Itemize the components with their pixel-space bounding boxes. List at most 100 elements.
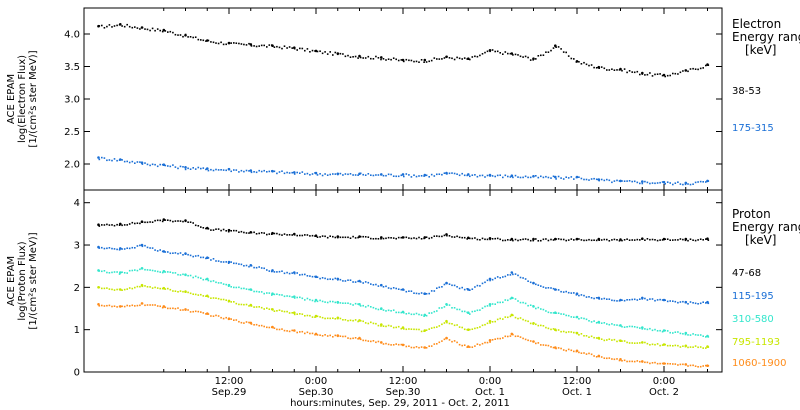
data-point (167, 251, 169, 253)
data-point (283, 272, 286, 275)
data-point (210, 168, 212, 171)
data-point (306, 297, 309, 300)
data-point (423, 292, 427, 296)
data-point (113, 289, 116, 291)
data-point (103, 157, 106, 159)
data-point (372, 284, 375, 286)
data-point (679, 238, 682, 240)
data-point (349, 337, 352, 340)
data-point (131, 221, 134, 224)
data-point (140, 243, 144, 247)
data-point (639, 239, 641, 241)
data-point (169, 307, 172, 310)
data-point (103, 270, 106, 272)
data-point (522, 238, 524, 241)
data-point (578, 61, 580, 63)
data-point (200, 256, 202, 259)
data-point (306, 48, 309, 50)
data-point (392, 175, 395, 177)
data-point (207, 169, 210, 172)
data-point (446, 234, 448, 237)
data-point (97, 303, 100, 306)
data-point (205, 313, 207, 315)
data-point (469, 58, 471, 61)
data-point (230, 170, 232, 173)
data-point (494, 320, 496, 323)
data-point (664, 183, 666, 185)
data-point (557, 238, 560, 240)
data-point (448, 339, 451, 341)
data-point (359, 305, 362, 307)
data-point (702, 365, 704, 367)
data-point (121, 248, 123, 250)
data-point (111, 159, 113, 162)
data-point (593, 66, 595, 69)
data-point (408, 237, 410, 239)
data-point (400, 174, 403, 177)
data-point (425, 174, 428, 177)
data-point (205, 168, 207, 171)
data-point (415, 292, 418, 295)
data-point (659, 73, 661, 75)
data-point (537, 176, 540, 179)
data-point (387, 58, 390, 60)
data-point (540, 324, 542, 327)
data-point (692, 67, 694, 70)
data-point (471, 328, 474, 330)
data-point (306, 314, 309, 317)
data-point (415, 60, 418, 63)
data-point (321, 335, 324, 337)
data-point (248, 321, 250, 324)
data-point (179, 252, 182, 254)
data-point (418, 292, 420, 295)
data-point (358, 54, 361, 58)
data-point (697, 303, 699, 305)
data-point (418, 175, 420, 177)
data-point (519, 55, 522, 58)
data-point (504, 239, 507, 242)
data-point (144, 28, 146, 30)
data-point (299, 296, 301, 299)
data-point (554, 346, 557, 349)
data-point (106, 271, 108, 274)
data-point (372, 58, 375, 60)
data-point (140, 302, 144, 305)
data-point (567, 348, 570, 351)
data-point (682, 238, 684, 241)
data-point (316, 334, 319, 336)
x-tick-time-label: 0:00 (653, 376, 675, 387)
data-point (583, 352, 585, 354)
data-point (580, 317, 583, 319)
data-point (545, 310, 547, 312)
data-point (621, 239, 623, 242)
data-point (136, 285, 139, 288)
data-point (405, 173, 408, 175)
data-point (613, 338, 616, 341)
legend-entry: 310-580 (732, 314, 774, 325)
data-point (293, 295, 296, 299)
data-point (666, 238, 669, 240)
data-point (390, 325, 392, 327)
data-point (405, 345, 408, 348)
data-point (382, 325, 385, 327)
data-point (585, 239, 588, 242)
data-point (644, 341, 646, 344)
data-point (156, 287, 159, 289)
data-point (672, 183, 674, 186)
data-point (217, 169, 220, 171)
data-point (336, 52, 340, 55)
data-point (206, 294, 209, 298)
data-point (98, 225, 101, 227)
data-point (233, 169, 235, 171)
data-point (222, 298, 225, 301)
y-axis-label: [1/(cm²s ster MeV)] (28, 50, 39, 147)
data-point (380, 58, 382, 61)
data-point (357, 174, 359, 176)
data-point (608, 179, 611, 182)
data-point (334, 301, 337, 304)
data-point (597, 354, 601, 358)
data-point (140, 267, 144, 270)
data-point (456, 308, 458, 311)
data-point (410, 328, 413, 330)
data-point (382, 343, 385, 345)
